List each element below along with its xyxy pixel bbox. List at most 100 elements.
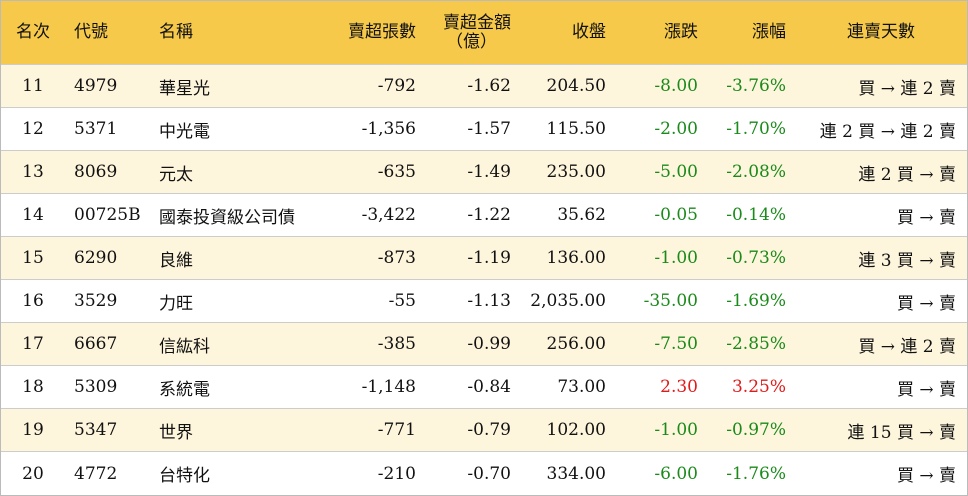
table-row: 12 5371 中光電 -1,356 -1.57 115.50 -2.00 -1.70% 連 2… xyxy=(1,108,967,151)
table-cell: -3.76% xyxy=(726,76,786,96)
table-cell: -8.00 xyxy=(654,76,698,96)
table-cell: 買 → 賣 xyxy=(896,379,956,400)
table-cell: 信紘科 xyxy=(159,336,210,357)
table-cell: 買 → 賣 xyxy=(896,293,956,314)
table-cell: 15 xyxy=(22,248,44,268)
table-cell: -1.22 xyxy=(467,205,511,225)
table-cell: -5.00 xyxy=(654,162,698,182)
table-cell: -385 xyxy=(377,334,416,354)
table-cell: 115.50 xyxy=(546,119,606,139)
table-cell: 136.00 xyxy=(546,248,606,268)
table-cell: 00725B xyxy=(74,205,141,225)
header-row: 名次 代號 名稱 賣超張數 賣超金額 （億） 收盤 漲跌 漲幅 連賣天數 xyxy=(1,1,967,65)
header-cell: 名次 xyxy=(1,1,65,64)
table-cell: 235.00 xyxy=(546,162,606,182)
table-row: 11 4979 華星光 -792 -1.62 204.50 -8.00 -3.76% 買 → 連… xyxy=(1,65,967,108)
header-cell: 代號 xyxy=(74,1,154,64)
table-cell: 買 → 連 2 賣 xyxy=(858,336,956,357)
table-cell: 8069 xyxy=(74,162,118,182)
table-cell: 力旺 xyxy=(159,293,193,314)
table-cell: 16 xyxy=(22,291,44,311)
table-row: 16 3529 力旺 -55 -1.13 2,035.00 -35.00 -1.69% 買 → … xyxy=(1,280,967,323)
header-text: 代號 xyxy=(74,22,108,42)
table-cell: 6290 xyxy=(74,248,118,268)
table-cell: -1,148 xyxy=(361,377,416,397)
table-cell: 3529 xyxy=(74,291,118,311)
table-cell: -0.70 xyxy=(467,463,511,484)
table-cell: 204.50 xyxy=(546,76,606,96)
table-cell: -1.00 xyxy=(654,420,698,440)
table-cell: -1.62 xyxy=(467,76,511,96)
header-text: （億） xyxy=(446,31,497,52)
table-cell: -6.00 xyxy=(654,463,698,484)
table-cell: -1.69% xyxy=(726,291,786,311)
table-cell: 14 xyxy=(22,205,44,225)
table-cell: -0.84 xyxy=(467,377,511,397)
table-cell: 4979 xyxy=(74,76,118,96)
header-text: 名稱 xyxy=(159,22,193,42)
table-cell: 5371 xyxy=(74,119,118,139)
table-cell: -792 xyxy=(377,76,416,96)
table-cell: -7.50 xyxy=(654,334,698,354)
table-cell: 世界 xyxy=(159,422,193,443)
table-cell: 2.30 xyxy=(660,377,698,397)
table-row: 19 5347 世界 -771 -0.79 102.00 -1.00 -0.97% 連 15 買… xyxy=(1,409,967,452)
table-cell: -635 xyxy=(377,162,416,182)
table-row: 14 00725B 國泰投資級公司債 -3,422 -1.22 35.62 -0.05 -0.… xyxy=(1,194,967,237)
header-text: 收盤 xyxy=(572,22,606,42)
table-cell: 11 xyxy=(22,76,44,96)
table-cell: 連 2 買 → 連 2 賣 xyxy=(819,121,956,142)
table-cell: -3,422 xyxy=(361,205,416,225)
header-cell: 賣超張數 xyxy=(331,1,416,64)
table-cell: 334.00 xyxy=(546,463,606,484)
header-text: 連賣天數 xyxy=(847,22,915,42)
table-cell: -2.08% xyxy=(726,162,786,182)
header-cell: 賣超金額 （億） xyxy=(421,1,511,64)
table-row: 18 5309 系統電 -1,148 -0.84 73.00 2.30 3.25% 買 → 賣 xyxy=(1,366,967,409)
table-cell: 20 xyxy=(22,463,44,484)
table-cell: 73.00 xyxy=(557,377,606,397)
table-cell: 連 3 買 → 賣 xyxy=(858,250,956,271)
table-cell: -1.57 xyxy=(467,119,511,139)
table-cell: -0.79 xyxy=(467,420,511,440)
table-cell: -2.85% xyxy=(726,334,786,354)
table-cell: 2,035.00 xyxy=(530,291,606,311)
table-cell: -1.19 xyxy=(467,248,511,268)
header-cell: 收盤 xyxy=(516,1,606,64)
table-cell: 12 xyxy=(22,119,44,139)
table-cell: 18 xyxy=(22,377,44,397)
table-cell: 6667 xyxy=(74,334,118,354)
table-cell: -0.14% xyxy=(726,205,786,225)
table-cell: -0.73% xyxy=(726,248,786,268)
table-cell: -1.13 xyxy=(467,291,511,311)
table-cell: 元太 xyxy=(159,164,193,185)
table-cell: 4772 xyxy=(74,463,118,484)
table-cell: 256.00 xyxy=(546,334,606,354)
table-cell: -0.97% xyxy=(726,420,786,440)
table-cell: 102.00 xyxy=(546,420,606,440)
table-cell: -0.05 xyxy=(654,205,698,225)
table-cell: -1.00 xyxy=(654,248,698,268)
header-text: 賣超金額 xyxy=(443,12,511,33)
table-cell: 17 xyxy=(22,334,44,354)
table-cell: 華星光 xyxy=(159,78,210,99)
header-cell: 連賣天數 xyxy=(801,1,961,64)
table-cell: 5309 xyxy=(74,377,118,397)
table-cell: -55 xyxy=(388,291,416,311)
table-row: 15 6290 良維 -873 -1.19 136.00 -1.00 -0.73% 連 3 買 … xyxy=(1,237,967,280)
header-cell: 漲幅 xyxy=(701,1,786,64)
table-cell: -771 xyxy=(377,420,416,440)
header-text: 名次 xyxy=(16,22,50,42)
table-cell: -1.70% xyxy=(726,119,786,139)
table-cell: 35.62 xyxy=(557,205,606,225)
header-text: 賣超張數 xyxy=(348,22,416,42)
table-cell: 13 xyxy=(22,162,44,182)
table-cell: -1.49 xyxy=(467,162,511,182)
header-text: 漲跌 xyxy=(664,22,698,42)
table-cell: -2.00 xyxy=(654,119,698,139)
table-cell: -35.00 xyxy=(643,291,698,311)
table-cell: -210 xyxy=(377,463,416,484)
table-cell: 買 → 連 2 賣 xyxy=(858,78,956,99)
table-cell: 19 xyxy=(22,420,44,440)
